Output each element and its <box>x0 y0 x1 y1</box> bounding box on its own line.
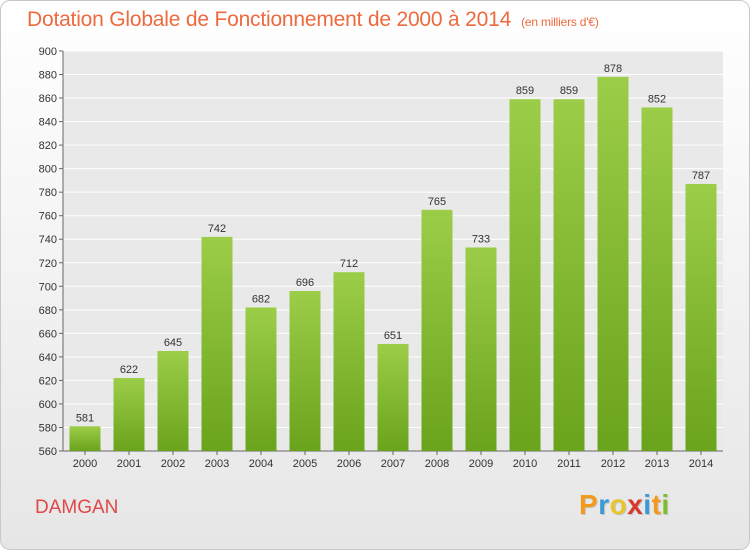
y-tick-label: 640 <box>39 352 57 364</box>
value-label: 645 <box>164 337 182 349</box>
x-tick-label: 2010 <box>513 458 537 470</box>
value-label: 765 <box>428 196 446 208</box>
chart-unit: (en milliers d'€) <box>521 15 599 29</box>
y-tick-label: 580 <box>39 422 57 434</box>
value-label: 712 <box>340 258 358 270</box>
value-label: 787 <box>692 170 710 182</box>
x-tick-label: 2009 <box>469 458 493 470</box>
logo-letter: P <box>579 489 599 520</box>
bar <box>597 76 629 451</box>
y-tick-label: 760 <box>39 211 57 223</box>
value-label: 581 <box>76 412 94 424</box>
y-tick-label: 700 <box>39 281 57 293</box>
x-tick-label: 2012 <box>601 458 625 470</box>
logo-letter: t <box>651 489 662 520</box>
bar <box>641 107 673 452</box>
bar <box>201 236 233 451</box>
x-tick-label: 2006 <box>337 458 361 470</box>
x-tick-label: 2007 <box>381 458 405 470</box>
x-tick-label: 2003 <box>205 458 229 470</box>
x-tick-label: 2002 <box>161 458 185 470</box>
bar <box>553 99 585 451</box>
x-tick-label: 2005 <box>293 458 317 470</box>
value-label: 696 <box>296 277 314 289</box>
logo-letter: i <box>643 489 652 520</box>
y-tick-label: 600 <box>39 399 57 411</box>
y-tick-label: 800 <box>39 164 57 176</box>
x-tick-label: 2001 <box>117 458 141 470</box>
x-tick-label: 2013 <box>645 458 669 470</box>
town-name: DAMGAN <box>35 497 119 518</box>
value-label: 742 <box>208 223 226 235</box>
value-label: 878 <box>604 63 622 75</box>
value-label: 852 <box>648 93 666 105</box>
bar <box>69 426 101 451</box>
y-tick-label: 820 <box>39 140 57 152</box>
labels: 560 580 600 620 640 660 680 700 720 740 760 780 800 8… <box>39 46 714 470</box>
bar <box>289 291 321 451</box>
y-tick-label: 840 <box>39 117 57 129</box>
y-tick-label: 560 <box>39 446 57 458</box>
value-label: 859 <box>560 85 578 97</box>
x-tick-label: 2008 <box>425 458 449 470</box>
value-label: 651 <box>384 330 402 342</box>
value-label: 622 <box>120 364 138 376</box>
y-tick-label: 780 <box>39 187 57 199</box>
logo-letter: r <box>598 489 610 520</box>
x-tick-label: 2011 <box>557 458 581 470</box>
bar <box>113 378 145 451</box>
bar <box>245 307 277 451</box>
value-label: 682 <box>252 293 270 305</box>
value-label: 733 <box>472 233 490 245</box>
x-tick-label: 2004 <box>249 458 273 470</box>
chart-title-text: Dotation Globale de Fonctionnement de 20… <box>27 8 512 31</box>
y-tick-label: 660 <box>39 328 57 340</box>
y-tick-label: 880 <box>39 70 57 82</box>
y-tick-label: 720 <box>39 258 57 270</box>
x-tick-label: 2014 <box>689 458 713 470</box>
chart-title: Dotation Globale de Fonctionnement de 20… <box>27 8 599 32</box>
bar <box>333 272 365 451</box>
y-tick-label: 860 <box>39 93 57 105</box>
y-tick-label: 680 <box>39 305 57 317</box>
logo-letter: x <box>627 489 644 520</box>
logo-letter: i <box>661 489 670 520</box>
y-tick-label: 740 <box>39 234 57 246</box>
bar <box>421 209 453 451</box>
x-tick-label: 2000 <box>73 458 97 470</box>
bar <box>157 351 189 451</box>
bars <box>69 76 717 452</box>
bar <box>377 343 409 451</box>
value-label: 859 <box>516 85 534 97</box>
y-tick-label: 900 <box>39 46 57 58</box>
proxiti-logo[interactable]: Proxiti <box>579 489 670 521</box>
bar <box>685 183 717 452</box>
logo-letter: o <box>609 489 628 520</box>
y-tick-label: 620 <box>39 375 57 387</box>
bar <box>509 99 541 451</box>
bar <box>465 247 497 451</box>
